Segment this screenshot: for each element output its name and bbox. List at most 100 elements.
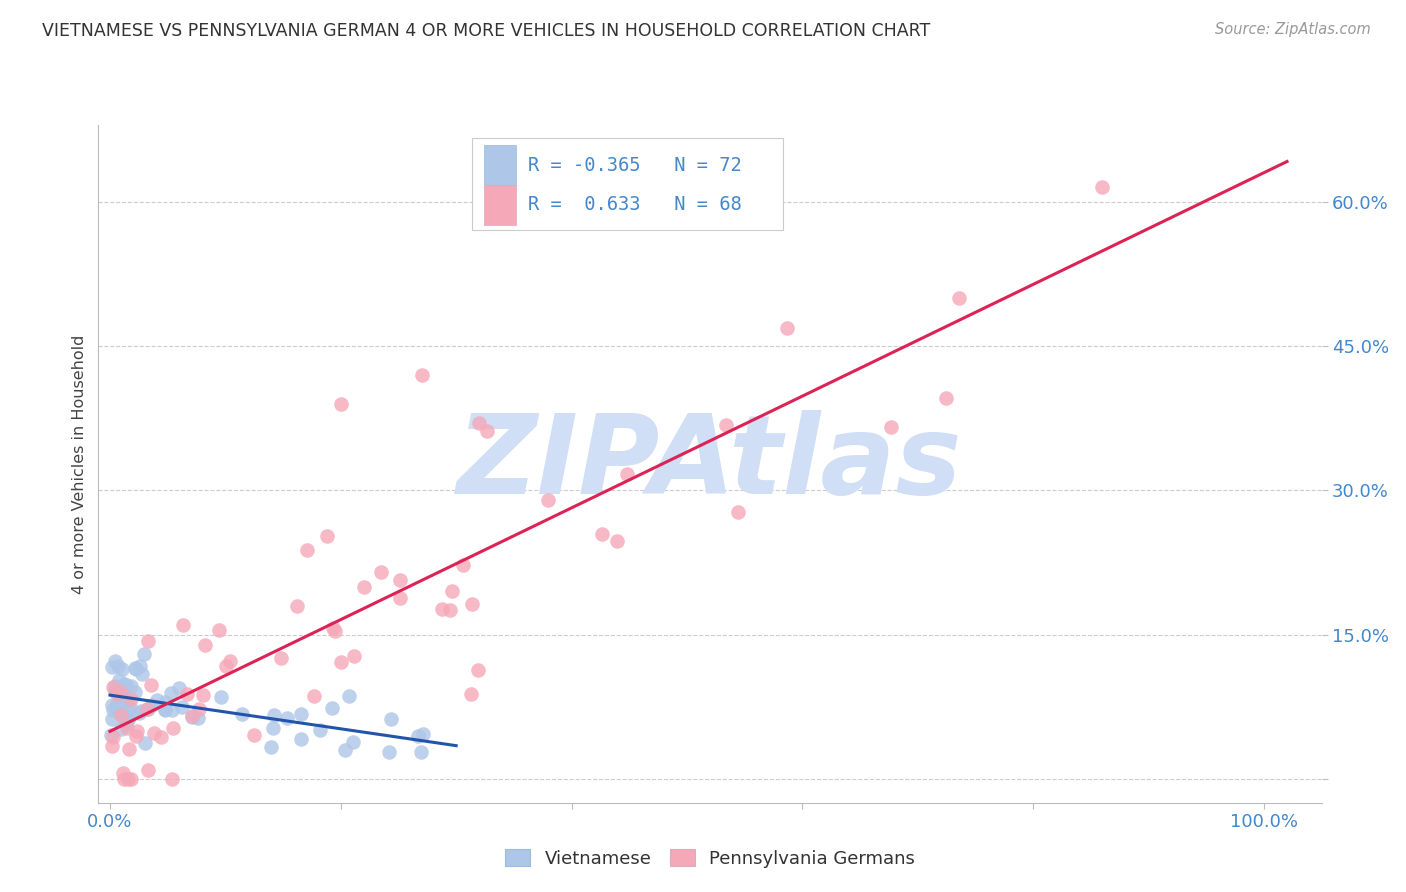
Point [262, 721, 284, 735]
Point [114, 678, 136, 692]
Point [145, 693, 167, 707]
Point [110, 708, 132, 723]
Point [315, 529, 337, 543]
Point [243, 728, 266, 742]
Point [125, 662, 148, 676]
Point [124, 661, 146, 675]
Point [537, 492, 560, 507]
FancyBboxPatch shape [484, 145, 516, 186]
Text: R =  0.633   N = 68: R = 0.633 N = 68 [527, 195, 741, 214]
Point [112, 772, 135, 786]
Point [111, 662, 134, 676]
Point [107, 659, 129, 673]
Point [432, 601, 454, 615]
Point [101, 731, 124, 745]
Point [112, 694, 135, 708]
Point [141, 698, 163, 712]
Point [110, 684, 132, 698]
Point [115, 721, 138, 735]
Point [132, 648, 155, 662]
Point [270, 651, 292, 665]
Point [215, 659, 238, 673]
Point [100, 728, 122, 742]
Point [125, 723, 148, 738]
Point [128, 706, 150, 721]
Point [112, 710, 135, 724]
Point [297, 543, 319, 558]
Point [194, 638, 217, 652]
Point [934, 392, 956, 406]
Point [108, 683, 131, 698]
Point [335, 743, 357, 757]
Point [155, 702, 177, 716]
Point [370, 566, 392, 580]
Point [467, 663, 489, 677]
Point [378, 745, 401, 759]
Point [129, 705, 152, 719]
Point [153, 695, 176, 709]
Point [114, 694, 136, 708]
Point [302, 689, 325, 703]
Point [461, 597, 484, 611]
Point [111, 766, 134, 780]
Text: Source: ZipAtlas.com: Source: ZipAtlas.com [1215, 22, 1371, 37]
Point [285, 599, 308, 613]
Point [322, 621, 344, 635]
Point [142, 726, 165, 740]
Point [160, 686, 183, 700]
Point [187, 711, 209, 725]
Point [110, 690, 132, 704]
Point [114, 678, 136, 692]
Point [112, 676, 135, 690]
Point [290, 706, 312, 721]
Point [409, 745, 432, 759]
Point [353, 580, 375, 594]
Point [260, 740, 283, 755]
Point [1091, 180, 1114, 194]
Point [406, 729, 429, 743]
Point [309, 723, 332, 738]
Point [343, 649, 366, 664]
Point [117, 712, 139, 726]
Point [120, 772, 142, 786]
Point [440, 583, 463, 598]
Point [181, 710, 204, 724]
Point [100, 713, 122, 727]
Point [117, 741, 139, 756]
Point [879, 420, 901, 434]
Point [162, 721, 184, 735]
Point [110, 692, 132, 706]
Point [775, 321, 797, 335]
Point [120, 679, 142, 693]
Point [124, 685, 146, 699]
Point [468, 416, 491, 430]
Point [948, 291, 970, 305]
Point [606, 533, 628, 548]
Point [616, 467, 638, 482]
Point [115, 717, 138, 731]
Point [208, 624, 231, 638]
Point [276, 710, 298, 724]
Point [323, 624, 346, 639]
Point [125, 729, 148, 743]
Point [263, 708, 285, 723]
Point [115, 698, 138, 713]
FancyBboxPatch shape [471, 138, 783, 230]
Text: ZIPAtlas: ZIPAtlas [457, 410, 963, 517]
Point [136, 701, 159, 715]
Point [118, 700, 141, 714]
Legend: Vietnamese, Pennsylvania Germans: Vietnamese, Pennsylvania Germans [498, 842, 922, 875]
Point [128, 658, 150, 673]
Point [107, 673, 129, 687]
Point [181, 709, 204, 723]
Point [321, 701, 343, 715]
Point [209, 690, 232, 705]
Point [131, 667, 153, 681]
Point [120, 692, 142, 706]
Point [160, 772, 183, 786]
Point [136, 702, 159, 716]
Point [150, 730, 173, 744]
Point [110, 706, 132, 720]
Point [105, 682, 128, 697]
Point [105, 698, 128, 712]
